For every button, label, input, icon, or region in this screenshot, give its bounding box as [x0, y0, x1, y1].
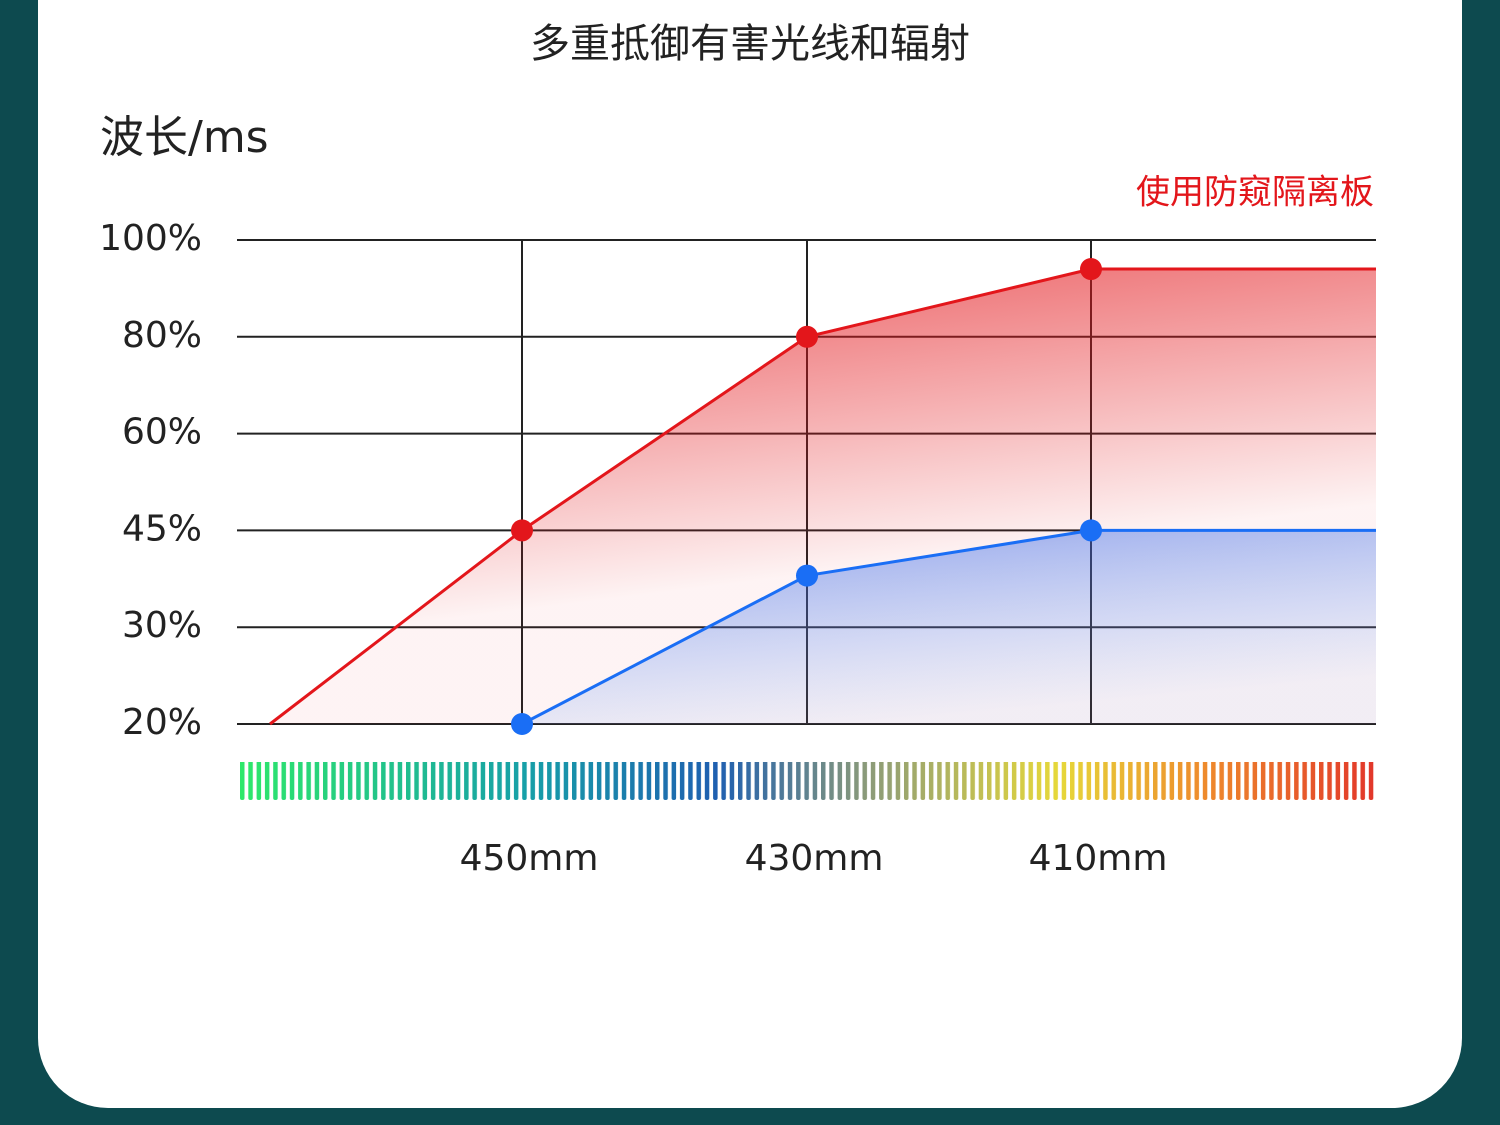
y-tick-label: 30% — [122, 605, 202, 646]
y-tick-label: 60% — [122, 412, 202, 453]
spectrum-bar — [240, 762, 1376, 800]
data-point — [511, 713, 533, 735]
area — [522, 530, 1376, 724]
legend-label: 使用防窥隔离板 — [1136, 173, 1374, 213]
y-axis-label: 波长/ms — [100, 112, 269, 163]
x-tick-label: 450mm — [460, 838, 599, 879]
data-point — [796, 325, 818, 348]
y-tick-label: 45% — [122, 508, 202, 549]
x-tick-label: 430mm — [745, 838, 884, 879]
y-tick-label: 20% — [122, 702, 202, 743]
data-point — [511, 519, 533, 542]
y-tick-label: 100% — [99, 218, 202, 259]
series-line — [521, 528, 1376, 726]
data-point — [1080, 258, 1102, 281]
x-tick-label: 410mm — [1029, 838, 1168, 879]
y-tick-label: 80% — [122, 315, 202, 356]
data-point — [1080, 519, 1102, 542]
chart-title: 多重抵御有害光线和辐射 — [530, 21, 970, 67]
data-point — [796, 564, 818, 587]
